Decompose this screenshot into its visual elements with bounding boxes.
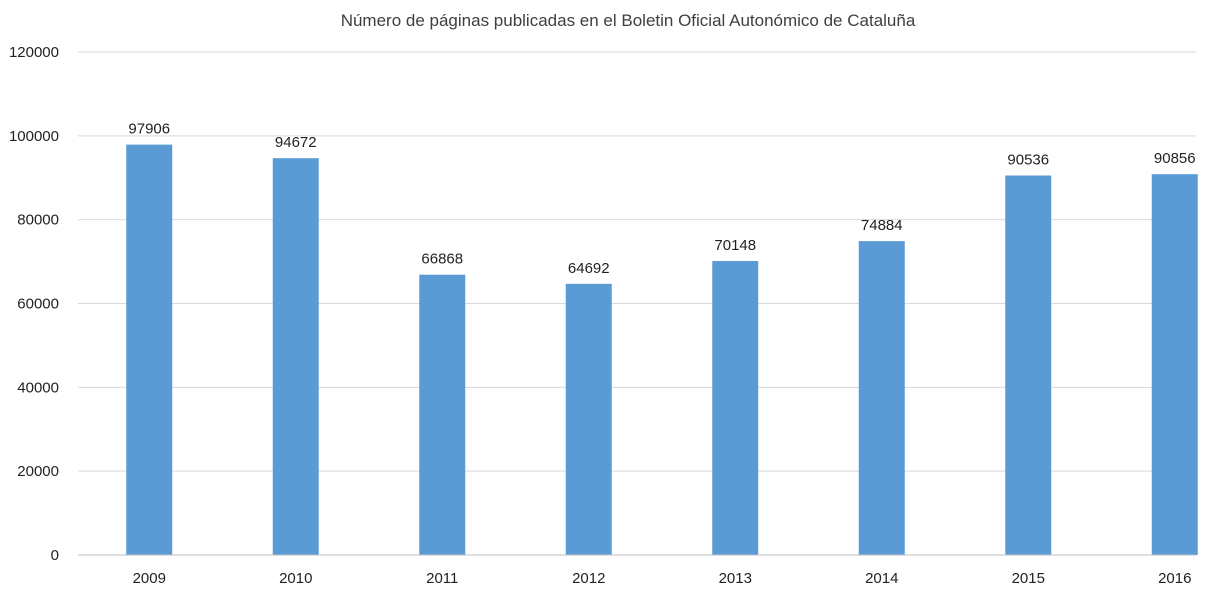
data-label-2016: 90856 bbox=[1154, 150, 1196, 167]
y-tick-label: 80000 bbox=[17, 212, 59, 229]
bar-2013 bbox=[712, 260, 759, 555]
y-tick-label: 0 bbox=[51, 547, 59, 564]
data-label-2014: 74884 bbox=[861, 217, 903, 234]
x-axis-ticks: 2009 2010 2011 2012 2013 2014 2015 2016 bbox=[133, 570, 1192, 587]
x-tick-label-2013: 2013 bbox=[719, 570, 752, 587]
data-label-2013: 70148 bbox=[714, 237, 756, 254]
x-tick-label-2009: 2009 bbox=[133, 570, 166, 587]
data-label-2010: 94672 bbox=[275, 134, 317, 151]
bar-2010 bbox=[272, 158, 319, 555]
bar-2012 bbox=[565, 283, 612, 555]
x-tick-label-2016: 2016 bbox=[1158, 570, 1191, 587]
data-label-2009: 97906 bbox=[128, 121, 170, 138]
y-tick-label: 100000 bbox=[9, 128, 59, 145]
x-tick-label-2010: 2010 bbox=[279, 570, 312, 587]
data-label-2011: 66868 bbox=[421, 251, 463, 268]
x-tick-label-2015: 2015 bbox=[1012, 570, 1045, 587]
bar-2009 bbox=[126, 144, 173, 555]
data-label-2012: 64692 bbox=[568, 260, 610, 277]
bars bbox=[126, 144, 1198, 555]
data-labels: 97906 94672 66868 64692 70148 74884 90536 90856 bbox=[128, 121, 1195, 277]
bar-2016 bbox=[1151, 174, 1198, 555]
bar-2011 bbox=[419, 274, 466, 555]
y-tick-label: 120000 bbox=[9, 44, 59, 61]
y-tick-label: 20000 bbox=[17, 463, 59, 480]
bar-2014 bbox=[858, 241, 905, 555]
x-tick-label-2011: 2011 bbox=[426, 570, 458, 587]
y-tick-label: 40000 bbox=[17, 379, 59, 396]
x-tick-label-2012: 2012 bbox=[572, 570, 605, 587]
bar-2015 bbox=[1005, 175, 1052, 555]
data-label-2015: 90536 bbox=[1007, 152, 1049, 169]
y-tick-label: 60000 bbox=[17, 296, 59, 313]
x-tick-label-2014: 2014 bbox=[865, 570, 898, 587]
y-axis-ticks: 0 20000 40000 60000 80000 100000 120000 bbox=[9, 44, 59, 564]
chart-title: Número de páginas publicadas en el Bolet… bbox=[341, 11, 916, 30]
